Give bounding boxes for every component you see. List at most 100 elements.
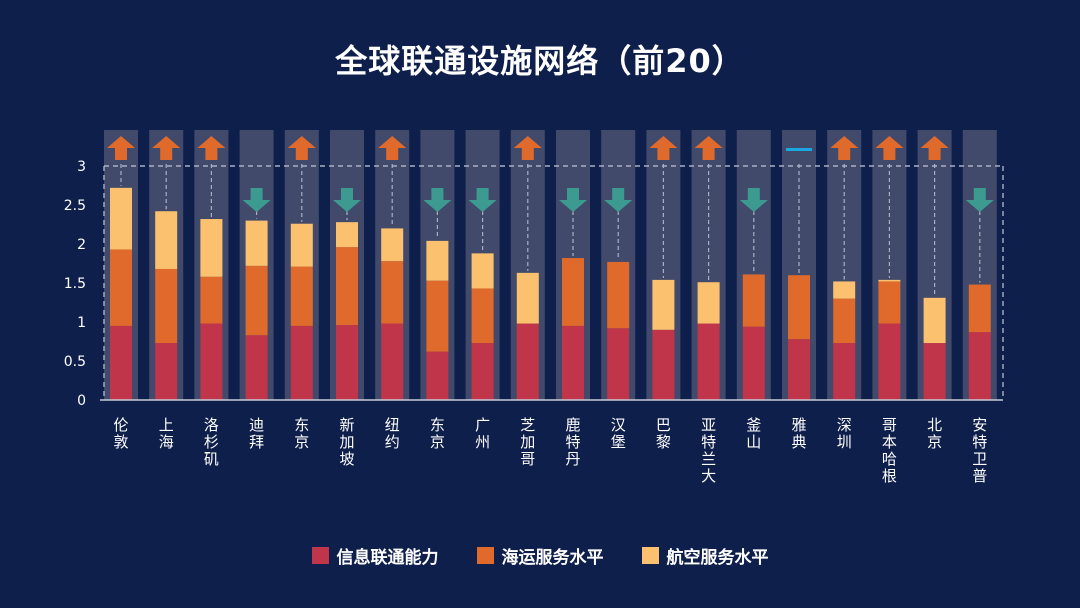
bar-segment <box>381 261 404 324</box>
bar-segment <box>245 335 268 400</box>
up-arrow-icon <box>830 136 859 160</box>
up-arrow-icon <box>152 136 181 160</box>
bar-segment <box>652 329 675 400</box>
bar-segment <box>155 211 178 269</box>
bar-segment <box>200 323 223 400</box>
bar-segment <box>697 323 720 400</box>
x-tick-label: 汉堡 <box>611 416 626 451</box>
bar-segment <box>742 274 765 327</box>
up-arrow-icon <box>197 136 226 160</box>
bar-segment <box>336 222 358 248</box>
y-tick-label: 2.5 <box>64 198 86 214</box>
bar-segment <box>607 261 630 329</box>
x-tick-label: 安特卫普 <box>972 416 987 485</box>
up-arrow-icon <box>875 136 904 160</box>
y-tick-label: 0.5 <box>64 354 86 370</box>
legend-swatch <box>641 547 659 564</box>
bar-segment <box>878 281 901 324</box>
bar-segment <box>968 332 991 400</box>
x-tick-label: 哥本哈根 <box>882 416 897 485</box>
bar-segment <box>923 297 946 344</box>
bar-segment <box>697 282 720 324</box>
down-arrow-icon <box>242 188 271 212</box>
bar-segment <box>878 323 901 400</box>
up-arrow-icon <box>513 136 542 160</box>
up-arrow-icon <box>920 136 949 160</box>
bar-segment <box>878 279 901 282</box>
bar-segment <box>426 240 449 281</box>
x-tick-label: 伦敦 <box>113 416 128 451</box>
x-tick-label: 釜山 <box>746 416 761 451</box>
x-tick-label: 巴黎 <box>656 416 671 451</box>
legend-label: 航空服务水平 <box>666 548 769 568</box>
bar-segment <box>290 223 313 267</box>
up-arrow-icon <box>287 136 316 160</box>
legend-label: 海运服务水平 <box>501 548 604 568</box>
bar-segment <box>110 249 132 326</box>
x-tick-label: 亚特兰大 <box>701 416 716 485</box>
flat-dash-icon <box>786 148 812 151</box>
legend-label: 信息联通能力 <box>336 548 439 568</box>
bar-segment <box>788 339 810 400</box>
legend-item: 航空服务水平 <box>641 543 769 568</box>
x-tick-label: 广州 <box>475 416 490 451</box>
down-arrow-icon <box>739 188 768 212</box>
bar-segment <box>336 247 358 326</box>
down-arrow-icon <box>965 188 994 212</box>
bar-segment <box>381 228 404 262</box>
x-tick-label: 东京 <box>294 416 309 451</box>
up-arrow-icon <box>107 136 135 160</box>
x-tick-label: 洛杉矶 <box>204 416 219 468</box>
bar-segment <box>833 298 856 344</box>
y-tick-label: 0 <box>77 393 86 409</box>
bar-segment <box>968 284 991 333</box>
bar-segment <box>471 253 494 289</box>
bar-segment <box>155 343 178 400</box>
bar-segment <box>426 351 449 400</box>
legend: 信息联通能力 海运服务水平 航空服务水平 <box>0 543 1080 568</box>
up-arrow-icon <box>378 136 407 160</box>
bar-segment <box>110 187 132 250</box>
bar-segment <box>516 323 539 400</box>
bar-segment <box>426 280 449 352</box>
down-arrow-icon <box>559 188 587 212</box>
bar-segment <box>290 266 313 326</box>
y-tick-label: 3 <box>77 159 86 175</box>
bar-segment <box>833 281 856 299</box>
bar-segment <box>562 325 584 400</box>
x-tick-label: 北京 <box>927 416 942 451</box>
down-arrow-icon <box>604 188 633 212</box>
legend-item: 海运服务水平 <box>476 543 604 568</box>
legend-swatch <box>311 547 329 564</box>
y-tick-label: 2 <box>77 237 86 253</box>
up-arrow-icon <box>694 136 723 160</box>
bar-segment <box>336 325 358 400</box>
x-tick-label: 新加坡 <box>339 416 354 468</box>
bar-segment <box>923 343 946 400</box>
x-tick-label: 雅典 <box>791 416 806 451</box>
bar-segment <box>200 219 223 277</box>
bar-segment <box>652 279 675 330</box>
bar-segment <box>742 326 765 400</box>
x-tick-label: 东京 <box>430 416 445 451</box>
bar-segment <box>833 343 856 400</box>
bar-segment <box>562 258 584 326</box>
bar-segment <box>607 328 630 400</box>
down-arrow-icon <box>333 188 361 212</box>
chart-title: 全球联通设施网络（前20） <box>335 42 745 80</box>
bar-segment <box>471 288 494 344</box>
y-tick-label: 1 <box>77 315 86 331</box>
x-tick-label: 鹿特丹 <box>565 416 580 468</box>
x-tick-label: 纽约 <box>385 416 400 451</box>
x-tick-label: 上海 <box>159 416 174 451</box>
bar-segment <box>471 343 494 400</box>
bar-segment <box>381 323 404 400</box>
x-tick-label: 深圳 <box>837 416 852 451</box>
bar-segment <box>245 265 268 336</box>
bar-segment <box>788 275 810 340</box>
down-arrow-icon <box>468 188 497 212</box>
bar-segment <box>200 276 223 324</box>
x-tick-label: 芝加哥 <box>520 416 535 468</box>
bar-segment <box>110 325 132 400</box>
